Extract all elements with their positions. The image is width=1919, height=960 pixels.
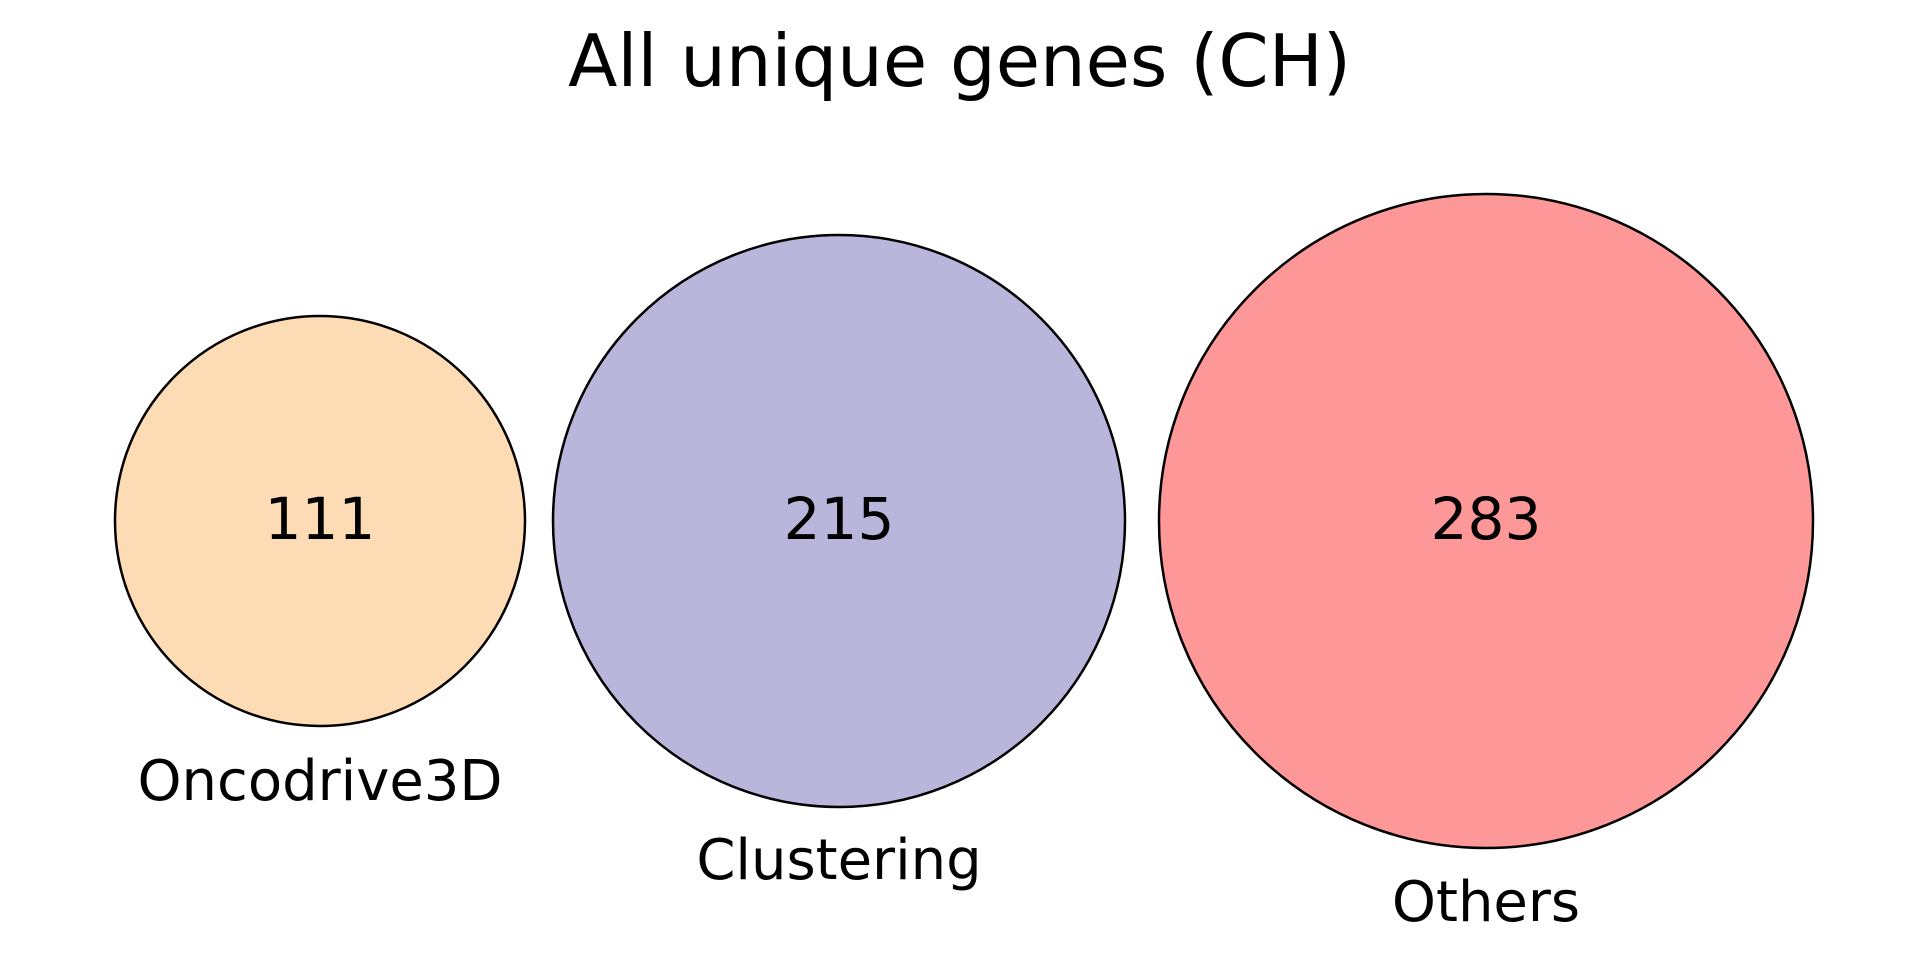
circle-others <box>1157 192 1815 850</box>
set-clustering: 215 Clustering <box>551 233 1127 893</box>
label-others: Others <box>1392 870 1580 935</box>
count-oncodrive3d: 111 <box>265 485 376 553</box>
label-oncodrive3d: Oncodrive3D <box>137 749 502 814</box>
circle-oncodrive3d <box>113 314 527 728</box>
set-others: 283 Others <box>1157 192 1815 935</box>
figure-title: All unique genes (CH) <box>568 19 1351 103</box>
count-others: 283 <box>1431 485 1542 553</box>
circle-clustering <box>551 233 1127 809</box>
count-clustering: 215 <box>784 485 895 553</box>
label-clustering: Clustering <box>696 828 981 893</box>
set-oncodrive3d: 111 Oncodrive3D <box>113 314 527 814</box>
